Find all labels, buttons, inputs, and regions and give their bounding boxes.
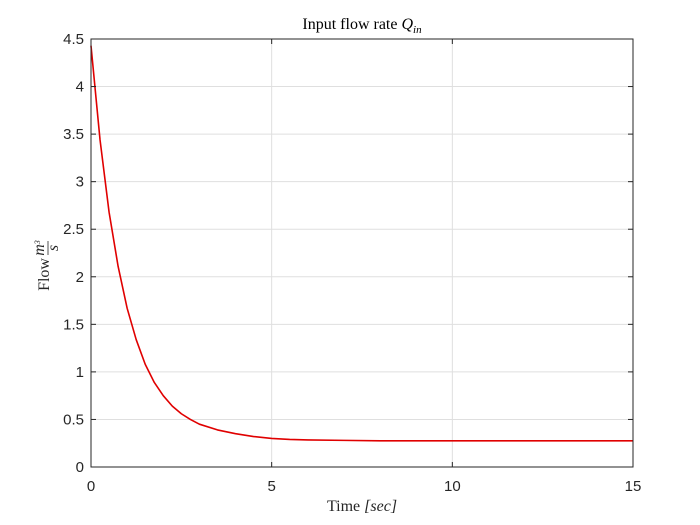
chart-title: Input flow rate Qin xyxy=(302,16,422,36)
plot-area xyxy=(91,39,633,467)
chart-title-subscript: in xyxy=(413,24,422,36)
y-axis-label-numerator-base: m xyxy=(31,244,48,256)
x-axis-label-math: [sec] xyxy=(364,498,397,515)
y-axis-label-text: Flow xyxy=(36,258,53,291)
plot-frame xyxy=(90,38,634,468)
y-tick-label: 1.5 xyxy=(63,316,84,333)
y-tick-label: 2.5 xyxy=(63,221,84,238)
y-axis-label: Flow m3 s xyxy=(31,240,62,291)
y-tick-label: 4 xyxy=(76,79,84,96)
y-tick-label: 3.5 xyxy=(63,126,84,143)
y-axis-label-exponent: 3 xyxy=(33,240,42,245)
series-group xyxy=(90,45,633,442)
y-tick-label: 0 xyxy=(76,459,84,476)
x-tick-label: 0 xyxy=(87,478,95,495)
y-tick-label: 3 xyxy=(76,174,84,191)
chart-title-math: Q xyxy=(401,16,413,33)
tick-labels: 0 5 10 15 0 0.5 1 1.5 2 2.5 3 3.5 4 4.5 xyxy=(63,31,641,495)
series-line xyxy=(90,45,633,442)
y-tick-label: 0.5 xyxy=(63,411,84,428)
x-axis-label-text: Time xyxy=(327,498,364,515)
chart-title-text: Input flow rate xyxy=(302,16,401,33)
y-tick-label: 4.5 xyxy=(63,31,84,48)
y-tick-label: 2 xyxy=(76,269,84,286)
y-axis-label-denominator: s xyxy=(45,245,62,251)
x-tick-label: 5 xyxy=(267,478,275,495)
y-tick-label: 1 xyxy=(76,364,84,381)
x-tick-label: 10 xyxy=(444,478,461,495)
tick-marks xyxy=(90,38,634,468)
x-axis-label: Time [sec] xyxy=(327,498,397,515)
y-axis-label-numerator: m3 xyxy=(31,240,48,256)
x-tick-label: 15 xyxy=(625,478,642,495)
